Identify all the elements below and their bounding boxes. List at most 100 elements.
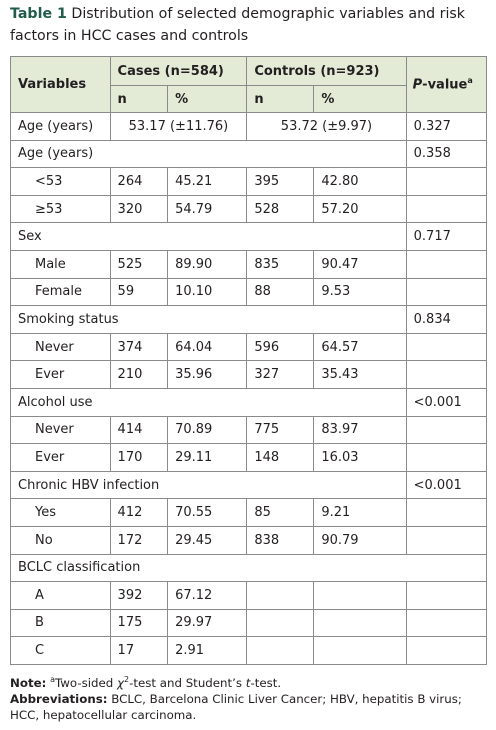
table-row: Never 374 64.04 596 64.57 — [10, 332, 488, 362]
value-cell: 42.80 — [313, 167, 407, 196]
value-cell: 70.89 — [167, 415, 248, 445]
value-cell: 70.55 — [167, 498, 248, 527]
category-label: Sex — [10, 222, 407, 251]
value-cell: 414 — [109, 415, 169, 445]
empty-cell — [405, 167, 488, 196]
empty-cell — [313, 608, 407, 638]
value-cell: 29.97 — [167, 608, 248, 638]
row-label: Age (years) — [10, 112, 111, 141]
empty-cell — [405, 332, 488, 362]
table-row: Sex 0.717 — [10, 222, 488, 251]
table-row: Alcohol use <0.001 — [10, 387, 488, 417]
abbreviations-label: Abbreviations: — [10, 691, 108, 706]
value-cell: 320 — [109, 194, 169, 224]
value-cell: 53.72 (±9.97) — [246, 112, 407, 141]
p-value-cell: 0.327 — [405, 112, 488, 141]
footnote-mark: a — [50, 675, 55, 684]
empty-cell — [246, 608, 315, 638]
value-cell: 45.21 — [167, 167, 248, 196]
p-value-cell: <0.001 — [405, 470, 488, 500]
value-cell: 412 — [109, 498, 169, 527]
title-label: Table 1 — [10, 6, 67, 22]
table-row: C 17 2.91 — [10, 636, 488, 665]
notes: Note: aTwo-sided χ2-test and Student’s t… — [10, 672, 490, 723]
category-label: Chronic HBV infection — [10, 470, 407, 500]
table-row: Never 414 70.89 775 83.97 — [10, 415, 488, 445]
empty-cell — [246, 636, 315, 665]
value-cell: 64.04 — [167, 332, 248, 362]
note-text: 2 — [124, 675, 130, 684]
category-label: BCLC classification — [10, 553, 487, 583]
value-cell: 53.17 (±11.76) — [109, 112, 248, 141]
note-text: -test and Student’s — [129, 675, 246, 690]
value-cell: 528 — [246, 194, 315, 224]
abbreviations-text: BCLC, Barcelona Clinic Liver Cancer; HBV… — [10, 691, 462, 722]
row-label: Ever — [10, 360, 111, 389]
row-label: Female — [10, 277, 111, 307]
header-cell: P-valuea — [405, 56, 488, 113]
value-cell: 175 — [109, 608, 169, 638]
value-cell: 838 — [246, 525, 315, 555]
empty-cell — [405, 443, 488, 472]
empty-cell — [313, 581, 407, 610]
value-cell: 29.11 — [167, 443, 248, 472]
value-cell: 89.90 — [167, 249, 248, 279]
row-label: No — [10, 525, 111, 555]
value-cell: 395 — [246, 167, 315, 196]
table-row: B 175 29.97 — [10, 608, 488, 638]
value-cell: 83.97 — [313, 415, 407, 445]
value-cell: 327 — [246, 360, 315, 389]
empty-cell — [313, 636, 407, 665]
row-label: ≥53 — [10, 194, 111, 224]
value-cell: 596 — [246, 332, 315, 362]
subheader-cell: % — [167, 85, 248, 113]
note-label: Note: — [10, 675, 47, 690]
value-cell: 64.57 — [313, 332, 407, 362]
table-row: Age (years) 53.17 (±11.76) 53.72 (±9.97) 0.… — [10, 112, 488, 141]
value-cell: 10.10 — [167, 277, 248, 307]
row-label: C — [10, 636, 111, 665]
value-cell: 210 — [109, 360, 169, 389]
value-cell: 835 — [246, 249, 315, 279]
empty-cell — [405, 525, 488, 555]
value-cell: 57.20 — [313, 194, 407, 224]
table-title: Table 1 Distribution of selected demogra… — [10, 3, 490, 47]
note-text: Two-sided — [55, 675, 118, 690]
table-row: Ever 210 35.96 327 35.43 — [10, 360, 488, 389]
value-cell: 148 — [246, 443, 315, 472]
value-cell: 172 — [109, 525, 169, 555]
header-cell: Controls (n=923) — [246, 56, 407, 86]
header-cell: Cases (n=584) — [109, 56, 248, 86]
p-value-cell: 0.834 — [405, 305, 488, 334]
p-value-cell: 0.717 — [405, 222, 488, 251]
value-cell: 54.79 — [167, 194, 248, 224]
subheader-cell: % — [313, 85, 407, 113]
value-cell: 9.21 — [313, 498, 407, 527]
table-row: Ever 170 29.11 148 16.03 — [10, 443, 488, 472]
table-row: Chronic HBV infection <0.001 — [10, 470, 488, 500]
table-row: BCLC classification — [10, 553, 487, 583]
row-label: Yes — [10, 498, 111, 527]
value-cell: 90.79 — [313, 525, 407, 555]
p-value-cell: 0.358 — [405, 139, 488, 169]
value-cell: 35.43 — [313, 360, 407, 389]
row-label: <53 — [10, 167, 111, 196]
category-label: Age (years) — [10, 139, 407, 169]
value-cell: 2.91 — [167, 636, 248, 665]
header-text: P — [412, 77, 423, 93]
category-label: Alcohol use — [10, 387, 407, 417]
row-label: Ever — [10, 443, 111, 472]
value-cell: 35.96 — [167, 360, 248, 389]
table-row: Smoking status 0.834 — [10, 305, 488, 334]
value-cell: 90.47 — [313, 249, 407, 279]
row-label: Male — [10, 249, 111, 279]
value-cell: 16.03 — [313, 443, 407, 472]
empty-cell — [246, 581, 315, 610]
value-cell: 88 — [246, 277, 315, 307]
empty-cell — [405, 581, 488, 610]
value-cell: 85 — [246, 498, 315, 527]
row-label: B — [10, 608, 111, 638]
data-table: Variables Cases (n=584) Controls (n=923)… — [10, 56, 488, 665]
note-text: χ — [117, 675, 124, 690]
value-cell: 170 — [109, 443, 169, 472]
